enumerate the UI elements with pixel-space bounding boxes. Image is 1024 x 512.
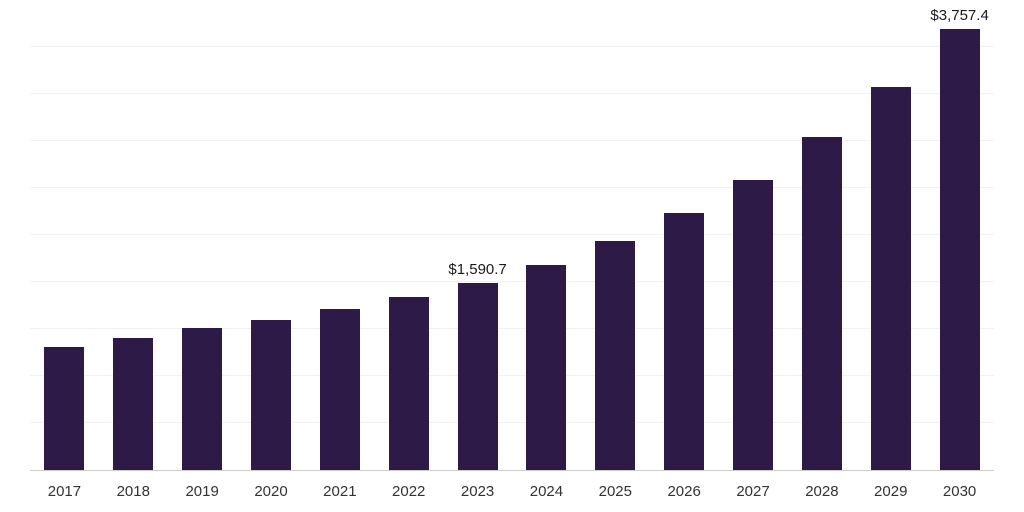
bar-2029: [870, 86, 911, 470]
gridline: [30, 93, 994, 94]
gridline: [30, 46, 994, 47]
bar-2020: [251, 319, 291, 470]
bar-slot-2017: [30, 0, 99, 470]
x-tick-2020: 2020: [254, 483, 288, 500]
x-tick-2028: 2028: [805, 483, 839, 500]
bar-slot-2028: [787, 0, 856, 470]
bar-2021: [319, 309, 360, 470]
data-label-2023: $1,590.7: [448, 261, 507, 279]
bar-slot-2020: [237, 0, 306, 470]
gridline: [30, 187, 994, 188]
gridline: [30, 140, 994, 141]
bar-2022: [388, 297, 429, 470]
bar-2018: [113, 338, 154, 470]
x-tick-2026: 2026: [667, 483, 701, 500]
bar-slot-2030: $3,757.4: [925, 0, 994, 470]
bar-slot-2023: $1,590.7: [443, 0, 512, 470]
x-tick-2018: 2018: [116, 483, 150, 500]
x-tick-2022: 2022: [392, 483, 426, 500]
x-tick-2017: 2017: [47, 483, 82, 500]
x-tick-2023: 2023: [460, 483, 495, 500]
bar-slot-2018: [99, 0, 168, 470]
gridline: [30, 234, 994, 235]
bar-2019: [182, 327, 223, 470]
bar-2025: [595, 240, 636, 470]
bar-slot-2026: [650, 0, 719, 470]
bar-2017: [44, 346, 85, 470]
bar-slot-2027: [719, 0, 788, 470]
bar-slot-2022: [374, 0, 443, 470]
x-tick-2019: 2019: [185, 483, 219, 500]
bar-2024: [526, 264, 567, 470]
x-tick-2029: 2029: [874, 483, 908, 500]
x-tick-2027: 2027: [736, 483, 770, 500]
bar-2026: [664, 212, 705, 470]
data-label-2030: $3,757.4: [930, 6, 989, 24]
bar-2027: [733, 179, 774, 470]
bar-slot-2024: [512, 0, 581, 470]
gridline: [30, 375, 994, 376]
bar-slot-2019: [168, 0, 237, 470]
bar-slot-2021: [305, 0, 374, 470]
bar-2028: [801, 137, 842, 470]
plot-area: $1,590.7 $3,757.4: [30, 0, 994, 471]
gridline: [30, 422, 994, 423]
x-tick-2021: 2021: [323, 483, 357, 500]
bar-slot-2025: [581, 0, 650, 470]
bar-slot-2029: [856, 0, 925, 470]
x-axis: 2017 2018 2019 2020 2021 2022 2023 2024 2025 2026…: [30, 471, 994, 511]
x-tick-2030: 2030: [942, 483, 977, 500]
bar-2030: $3,757.4: [930, 7, 989, 470]
bar-2023: $1,590.7: [448, 261, 507, 470]
x-tick-2024: 2024: [529, 483, 564, 500]
gridline: [30, 281, 994, 282]
x-tick-2025: 2025: [598, 483, 632, 500]
gridline: [30, 328, 994, 329]
